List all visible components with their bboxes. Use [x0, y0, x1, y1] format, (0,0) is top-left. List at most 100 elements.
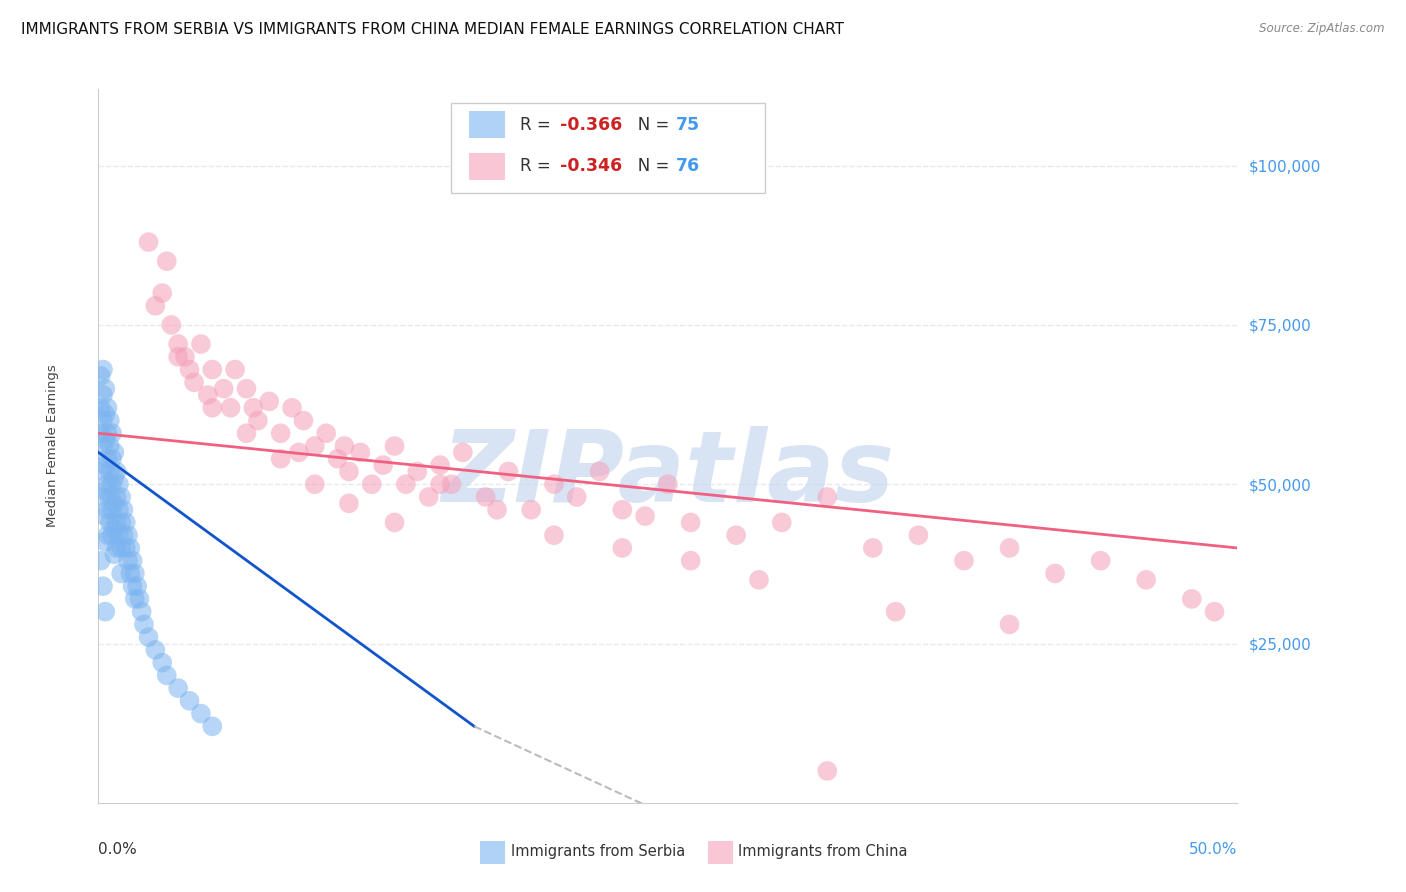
Text: -0.346: -0.346	[560, 157, 621, 175]
Point	[371, 458, 394, 472]
Point	[259, 394, 281, 409]
Point	[105, 490, 128, 504]
Point	[167, 350, 190, 364]
Point	[565, 490, 588, 504]
Point	[94, 407, 117, 421]
Point	[90, 426, 112, 441]
Point	[108, 477, 131, 491]
Point	[657, 477, 679, 491]
Point	[315, 426, 337, 441]
Point	[748, 573, 770, 587]
Point	[588, 465, 610, 479]
Point	[201, 719, 224, 733]
Point	[110, 541, 132, 555]
Point	[128, 591, 150, 606]
Point	[131, 605, 153, 619]
Point	[1043, 566, 1066, 581]
Point	[98, 516, 121, 530]
Point	[326, 451, 349, 466]
Point	[179, 694, 201, 708]
FancyBboxPatch shape	[451, 103, 765, 193]
Point	[197, 388, 219, 402]
Point	[101, 528, 124, 542]
Text: Immigrants from China: Immigrants from China	[738, 844, 908, 859]
Point	[96, 401, 118, 415]
Point	[117, 528, 139, 542]
Point	[1204, 605, 1226, 619]
Point	[121, 579, 143, 593]
Text: ZIPatlas: ZIPatlas	[441, 426, 894, 523]
Point	[96, 502, 118, 516]
Point	[91, 490, 114, 504]
Point	[156, 668, 179, 682]
Point	[612, 502, 634, 516]
Point	[543, 528, 565, 542]
Point	[150, 286, 173, 301]
Point	[91, 388, 114, 402]
Point	[94, 534, 117, 549]
Point	[94, 433, 117, 447]
Point	[96, 451, 118, 466]
Point	[907, 528, 929, 542]
Point	[90, 554, 112, 568]
Point	[167, 681, 190, 695]
Point	[862, 541, 884, 555]
Point	[429, 477, 451, 491]
Point	[91, 413, 114, 427]
Point	[183, 376, 205, 390]
Point	[292, 413, 315, 427]
Point	[440, 477, 463, 491]
Point	[384, 516, 406, 530]
Point	[212, 382, 235, 396]
Point	[304, 439, 326, 453]
Point	[224, 362, 246, 376]
Text: Median Female Earnings: Median Female Earnings	[46, 365, 59, 527]
Point	[127, 579, 149, 593]
Point	[612, 541, 634, 555]
Point	[201, 362, 224, 376]
Point	[121, 554, 143, 568]
Point	[90, 401, 112, 415]
Point	[124, 591, 146, 606]
Text: R =: R =	[520, 157, 555, 175]
Point	[201, 401, 224, 415]
Point	[406, 465, 429, 479]
Text: 75: 75	[676, 116, 700, 134]
Point	[94, 382, 117, 396]
Point	[98, 413, 121, 427]
Point	[91, 579, 114, 593]
Point	[91, 362, 114, 376]
Point	[90, 368, 112, 383]
Point	[998, 541, 1021, 555]
Point	[138, 235, 160, 249]
Point	[337, 496, 360, 510]
Point	[94, 458, 117, 472]
Point	[429, 458, 451, 472]
Text: -0.366: -0.366	[560, 116, 621, 134]
Text: N =: N =	[623, 157, 675, 175]
Point	[114, 516, 136, 530]
Point	[103, 445, 125, 459]
Point	[160, 318, 183, 332]
Point	[953, 554, 976, 568]
Point	[138, 630, 160, 644]
Point	[156, 254, 179, 268]
Point	[884, 605, 907, 619]
Point	[103, 496, 125, 510]
Point	[145, 299, 167, 313]
Point	[1090, 554, 1112, 568]
Point	[96, 477, 118, 491]
Point	[94, 483, 117, 498]
Point	[242, 401, 264, 415]
Point	[112, 528, 135, 542]
Point	[486, 502, 509, 516]
Point	[96, 528, 118, 542]
Text: IMMIGRANTS FROM SERBIA VS IMMIGRANTS FROM CHINA MEDIAN FEMALE EARNINGS CORRELATI: IMMIGRANTS FROM SERBIA VS IMMIGRANTS FRO…	[21, 22, 844, 37]
Point	[281, 401, 304, 415]
Point	[105, 465, 128, 479]
Point	[634, 509, 657, 524]
Point	[304, 477, 326, 491]
Point	[349, 445, 371, 459]
Point	[167, 337, 190, 351]
Point	[498, 465, 520, 479]
